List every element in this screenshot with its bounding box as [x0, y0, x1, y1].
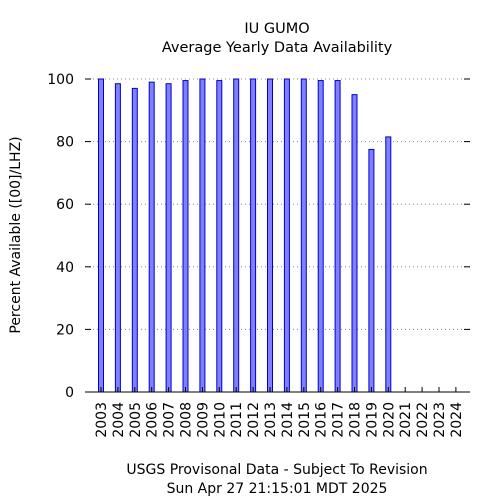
bar-2007: [165, 83, 172, 393]
bar-2015: [300, 78, 307, 393]
x-tick-labels: 2003 2004 2005 2006 2007 2008 2009 2010 2011 2012…: [94, 402, 465, 438]
x-tick-label: 2016: [314, 402, 330, 438]
x-tick-label: 2024: [449, 402, 465, 438]
bar-2012: [250, 78, 257, 393]
bar-2018: [351, 94, 358, 393]
x-tick-label: 2012: [246, 402, 262, 438]
y-axis-label: Percent Available ([00]/LHZ): [8, 136, 24, 333]
x-tick-label: 2009: [195, 402, 211, 438]
x-tick-label: 2014: [280, 402, 296, 438]
x-tick-label: 2018: [348, 402, 364, 438]
bar-2010: [216, 80, 223, 393]
x-tick-label: 2011: [229, 402, 245, 438]
chart-subtitle: Average Yearly Data Availability: [162, 40, 393, 56]
axes: [85, 78, 470, 393]
bar-2013: [267, 78, 273, 393]
x-tick-label: 2017: [331, 402, 347, 438]
x-tick-label: 2020: [381, 402, 397, 438]
x-tick-label: 2013: [263, 402, 279, 438]
y-tick-label: 0: [65, 385, 74, 401]
bar-2011: [233, 78, 240, 393]
x-tick-label: 2007: [162, 402, 178, 438]
bar-2017: [334, 80, 341, 393]
y-tick-labels: 0 20 40 60 80 100: [47, 72, 74, 401]
bar-2004: [114, 83, 121, 393]
bar-2006: [148, 81, 155, 393]
x-tick-label: 2022: [415, 402, 431, 438]
x-tick-label: 2004: [111, 402, 127, 438]
bar-2016: [317, 80, 324, 393]
gridlines: [85, 78, 470, 330]
footer-line-2: Sun Apr 27 21:15:01 MDT 2025: [167, 481, 388, 497]
x-tick-label: 2003: [94, 402, 110, 438]
bar-2009: [199, 78, 206, 393]
x-tick-label: 2021: [398, 402, 414, 438]
y-tick-label: 60: [56, 197, 74, 213]
chart-title: IU GUMO: [244, 21, 309, 37]
bar-2014: [283, 78, 290, 393]
y-tick-label: 80: [56, 135, 74, 151]
y-tick-label: 20: [56, 322, 74, 338]
bars: [98, 78, 392, 393]
bar-2003: [98, 78, 104, 393]
bar-2005: [131, 87, 138, 393]
y-tick-label: 40: [56, 260, 74, 276]
x-tick-label: 2006: [145, 402, 161, 438]
x-tick-label: 2023: [432, 402, 448, 438]
footer-line-1: USGS Provisonal Data - Subject To Revisi…: [126, 462, 427, 478]
bar-2008: [182, 80, 189, 393]
x-tick-label: 2005: [128, 402, 144, 438]
bar-2020: [385, 136, 392, 393]
bar-2019: [368, 148, 375, 393]
x-tick-label: 2010: [212, 402, 228, 438]
x-tick-label: 2019: [364, 402, 380, 438]
y-tick-label: 100: [47, 72, 74, 88]
x-tick-label: 2015: [297, 402, 313, 438]
x-tick-label: 2008: [179, 402, 195, 438]
